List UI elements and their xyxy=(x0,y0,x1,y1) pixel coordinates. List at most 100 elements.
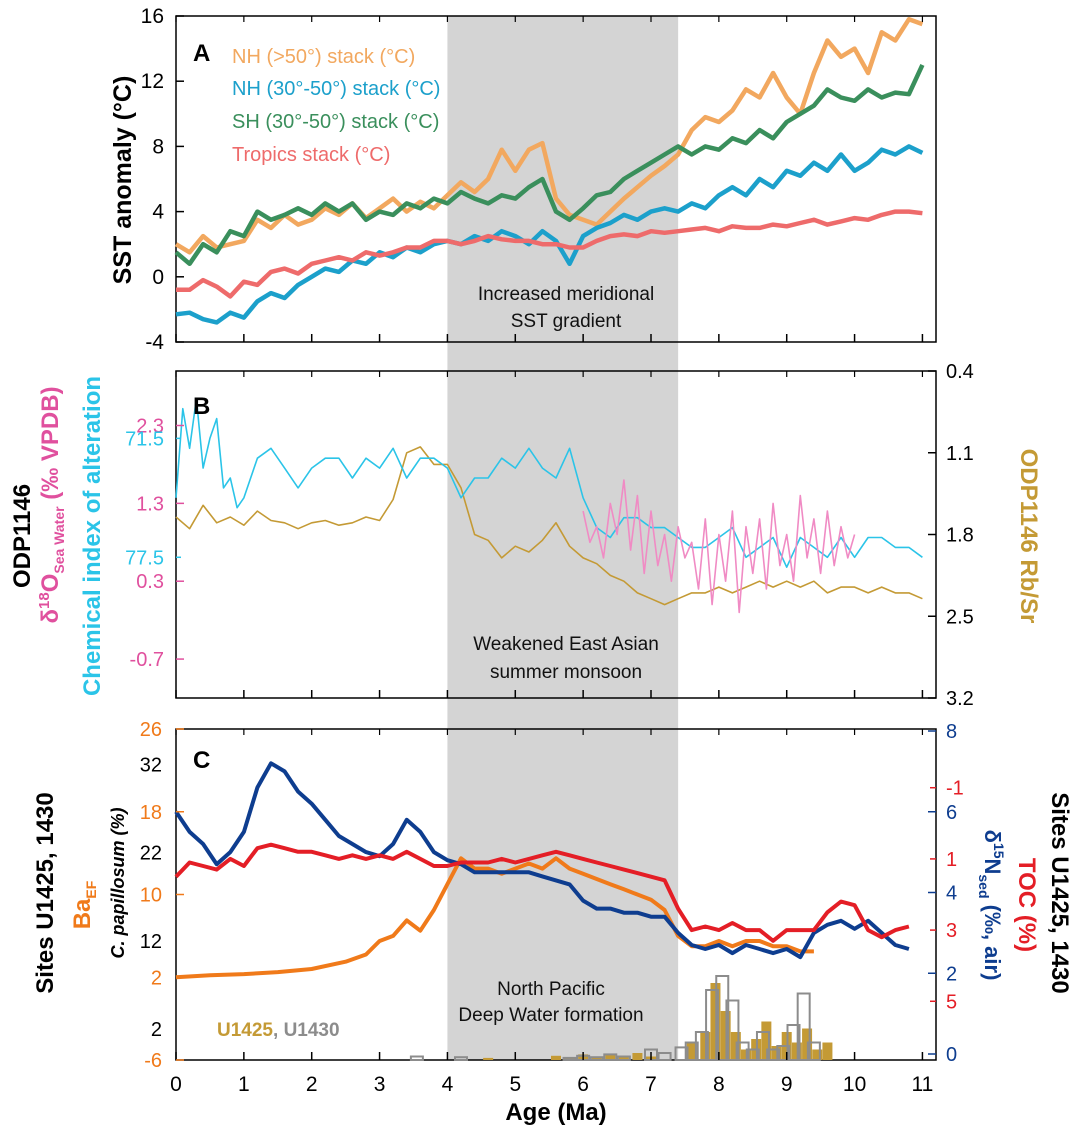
bar-u1430 xyxy=(657,1052,672,1061)
x-tick-label: 0 xyxy=(170,1073,182,1096)
bar-u1425 xyxy=(551,1055,561,1060)
bar-u1425 xyxy=(686,1042,697,1060)
x-tick-label: 10 xyxy=(843,1073,866,1096)
panel-c-toc-label: TOC (%) xyxy=(1013,858,1040,952)
panel-c-d15n-label: δ15Nsed (‰, air) xyxy=(976,830,1007,981)
bar-u1430 xyxy=(715,975,730,1061)
panel-b-rbsr-tick-label: 2.5 xyxy=(946,606,974,628)
panel-b-cia-tick-label: 77.5 xyxy=(125,547,164,569)
panel-b-annotation-line1: Weakened East Asian xyxy=(473,634,659,655)
panel-a-ylabel: SST anomaly (°C) xyxy=(109,76,137,285)
x-tick-label: 2 xyxy=(306,1073,318,1096)
panel-b-d18o-tick-label: 2.3 xyxy=(136,416,164,438)
panel-c-annotation-line2: Deep Water formation xyxy=(458,1005,643,1026)
panel-c-ba-tick-label: 2 xyxy=(151,967,162,989)
panel-c-cpap-tick-label: 2 xyxy=(151,1019,162,1041)
legend-nh3050: NH (30°-50°) stack (°C) xyxy=(232,78,440,100)
panel-b-d18o-tick-label: 0.3 xyxy=(136,571,164,593)
series-line-c-0 xyxy=(174,761,910,960)
bar-u1430 xyxy=(766,1048,781,1061)
panel-c-bar-legend: U1425, U1430 xyxy=(217,1020,340,1041)
panel-c-cpap-tick-label: 12 xyxy=(140,931,162,953)
highlight-band xyxy=(447,16,679,1060)
bar-u1430 xyxy=(806,1041,821,1061)
panel-b-d18o-tick-label: 1.3 xyxy=(136,493,164,515)
bar-u1430 xyxy=(603,1053,618,1062)
x-tick-label: 1 xyxy=(238,1073,250,1096)
bar-u1425 xyxy=(812,1049,823,1060)
bar-u1430 xyxy=(745,1048,760,1061)
bar-u1425 xyxy=(761,1021,772,1060)
bar-u1430 xyxy=(674,1046,689,1062)
panel-c-toc-tick-label: 3 xyxy=(946,920,957,942)
bar-u1425 xyxy=(618,1055,629,1060)
panel-a-y-tick-label: 16 xyxy=(141,5,164,28)
legend-nh50: NH (>50°) stack (°C) xyxy=(232,46,415,68)
panel-b-rbsr-tick-label: 3.2 xyxy=(946,688,974,710)
series-line-a-0 xyxy=(174,17,924,255)
panel-a-y-tick-label: -4 xyxy=(145,331,164,354)
panel-a-series xyxy=(174,17,925,325)
panel-b-rbsr-tick-label: 0.4 xyxy=(946,361,974,383)
panel-b-annotation-line2: summer monsoon xyxy=(490,662,642,683)
panel-a-y-tick-label: 4 xyxy=(152,201,164,224)
panel-a-frame xyxy=(175,15,937,343)
axis-ticks: 0 1 2 3 4 5 6 7 8 9 10 111612840-42.31.30.3-0.771.5… xyxy=(125,5,974,1096)
legend-tropics: Tropics stack (°C) xyxy=(232,144,390,166)
bar-u1425 xyxy=(822,1042,833,1060)
panel-a-y-tick-label: 12 xyxy=(141,70,164,93)
panel-b-rbsr-tick-label: 1.8 xyxy=(946,525,974,547)
panel-b-series xyxy=(175,397,923,614)
panel-a-letter: A xyxy=(193,40,210,67)
series-line-c-2 xyxy=(175,856,814,980)
panel-c-d15n-tick-label: 2 xyxy=(946,963,957,985)
panel-b-cia-label: Chemical index of alteration xyxy=(79,376,106,696)
bar-u1425 xyxy=(483,1057,494,1060)
series-line-a-3 xyxy=(176,209,923,299)
panel-c-ba-tick-label: -6 xyxy=(144,1050,162,1072)
panel-c-d15n-tick-label: 6 xyxy=(946,802,957,824)
panel-c-ba-tick-label: 26 xyxy=(140,719,162,741)
bar-u1425 xyxy=(632,1053,643,1060)
series-line-b-1 xyxy=(175,446,923,606)
panel-b-site-label: ODP1146 xyxy=(9,484,36,588)
bar-u1430 xyxy=(589,1056,604,1061)
series-line-a-1 xyxy=(175,144,924,325)
panel-b-rbsr-label: ODP1146 Rb/Sr xyxy=(1015,449,1042,624)
panel-b-cia-tick-label: 71.5 xyxy=(125,428,164,450)
panel-b-d18o-label: δ18OSea Water (‰ VPDB) xyxy=(36,386,67,623)
panel-c-ba-label: BaEF xyxy=(69,880,99,929)
x-tick-label: 7 xyxy=(645,1073,657,1096)
legend-sh3050: SH (30°-50°) stack (°C) xyxy=(232,111,439,133)
bar-u1430 xyxy=(562,1056,577,1062)
panel-c-left-sites-label: Sites U1425, 1430 xyxy=(32,792,59,993)
x-axis-label: Age (Ma) xyxy=(505,1099,606,1126)
panel-c-cpap-tick-label: 22 xyxy=(140,843,162,865)
panel-c-cpap-tick-label: 32 xyxy=(140,754,162,776)
panel-a-y-tick-label: 8 xyxy=(152,135,164,158)
bar-u1430 xyxy=(735,1041,750,1061)
panel-c-toc-tick-label: -1 xyxy=(946,778,964,800)
panel-c-cpap-label: C. papillosum (%) xyxy=(108,807,128,958)
bar-u1430 xyxy=(616,1055,631,1061)
series-line-b-2 xyxy=(582,479,856,614)
bar-u1430 xyxy=(755,1031,770,1061)
panel-c-series xyxy=(174,761,910,980)
x-tick-label: 5 xyxy=(509,1073,521,1096)
bar-u1430 xyxy=(796,992,811,1061)
panel-c-d15n-tick-label: 4 xyxy=(946,883,957,905)
panel-c-letter: C xyxy=(193,747,210,774)
x-tick-label: 6 xyxy=(577,1073,589,1096)
x-tick-label: 3 xyxy=(374,1073,386,1096)
bar-u1430 xyxy=(454,1056,468,1061)
panel-c-right-sites-label: Sites U1425, 1430 xyxy=(1046,792,1073,993)
x-tick-label: 4 xyxy=(442,1073,454,1096)
panel-c-d15n-tick-label: 0 xyxy=(946,1044,957,1066)
panel-c-ba-tick-label: 18 xyxy=(140,802,162,824)
bar-u1430 xyxy=(786,1024,801,1061)
x-tick-label: 8 xyxy=(713,1073,725,1096)
x-tick-label: 11 xyxy=(912,1073,934,1096)
bar-u1430 xyxy=(684,1041,699,1061)
series-line-b-0 xyxy=(175,397,923,568)
panel-c-toc-tick-label: 5 xyxy=(946,991,957,1013)
